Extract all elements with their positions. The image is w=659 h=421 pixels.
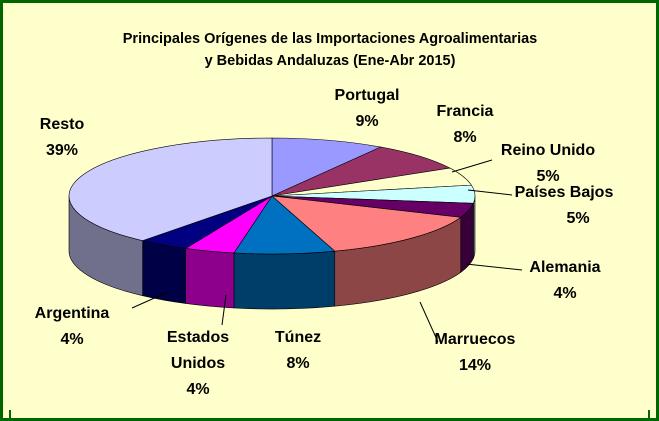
category-label: Francia	[437, 103, 494, 120]
pie-slice	[68, 137, 273, 242]
value-label: 4%	[186, 381, 209, 398]
category-label: Argentina	[35, 305, 110, 322]
category-label: Alemania	[529, 259, 600, 276]
leader-line	[131, 291, 169, 309]
category-label: Reino Unido	[501, 142, 595, 159]
chart-title: Principales Orígenes de las Importacione…	[123, 31, 537, 47]
category-label: Túnez	[275, 329, 321, 346]
value-label: 9%	[355, 113, 378, 130]
value-label: 14%	[459, 357, 491, 374]
chart-title: y Bebidas Andaluzas (Ene-Abr 2015)	[205, 53, 456, 69]
category-label: Resto	[40, 116, 85, 133]
value-label: 5%	[566, 210, 589, 227]
value-label: 4%	[60, 331, 83, 348]
pie-slice	[271, 137, 382, 197]
value-label: 39%	[46, 142, 78, 159]
slice-side	[185, 248, 235, 309]
value-label: 4%	[553, 285, 576, 302]
leader-line	[451, 159, 493, 173]
value-label: 5%	[536, 168, 559, 185]
category-label: Portugal	[335, 87, 400, 104]
value-label: 8%	[453, 129, 476, 146]
pie-slice	[271, 146, 451, 197]
category-label: Estados Unidos	[167, 329, 229, 372]
leader-line	[419, 301, 439, 343]
pie-slice	[233, 195, 336, 255]
value-label: 8%	[286, 355, 309, 372]
leader-line	[467, 189, 513, 196]
leader-line	[465, 263, 523, 271]
leader-line	[221, 294, 227, 326]
slice-side	[233, 250, 336, 310]
category-label: Países Bajos	[515, 184, 614, 201]
category-label: Marruecos	[435, 331, 516, 348]
